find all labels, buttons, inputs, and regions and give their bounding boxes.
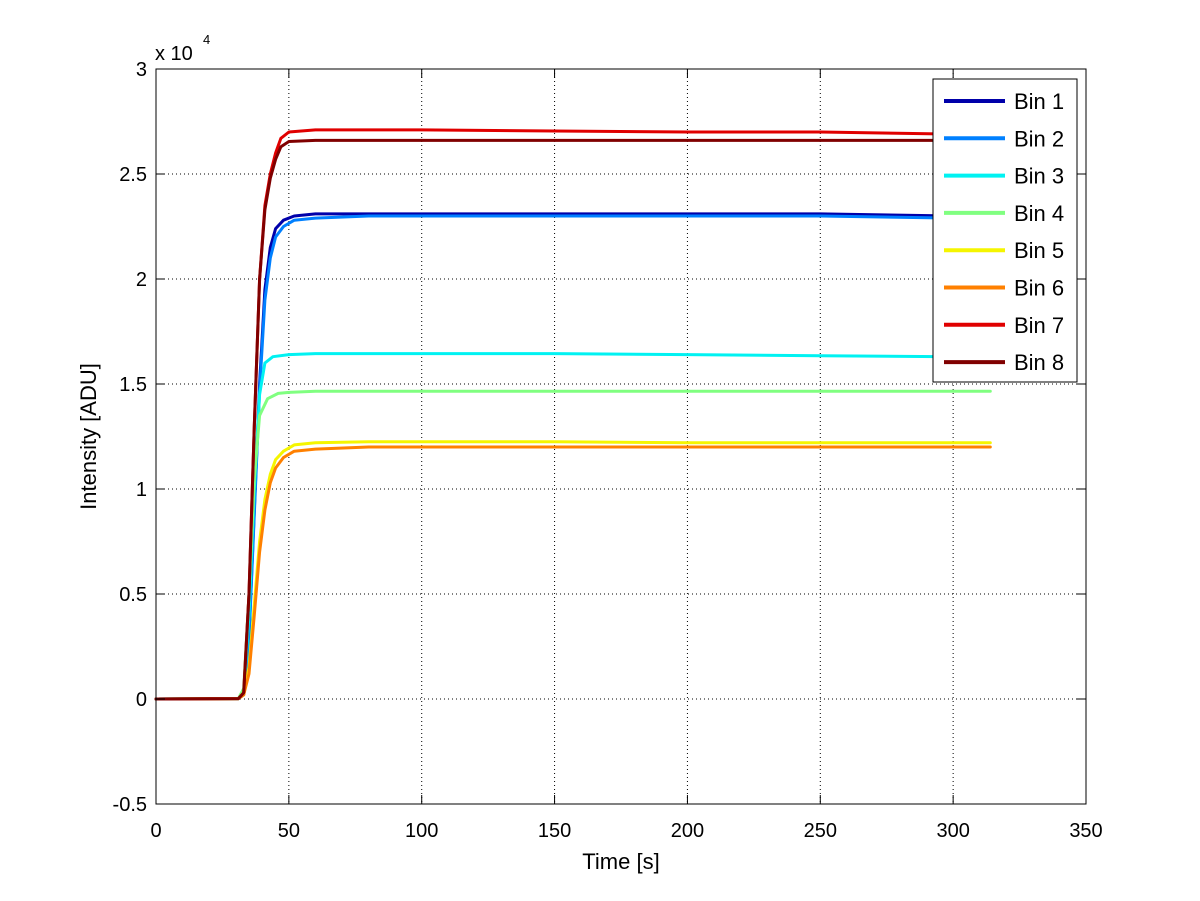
- y-multiplier-base: x 10: [155, 43, 193, 65]
- x-tick-label: 350: [1069, 820, 1102, 842]
- series-line: [154, 214, 992, 701]
- y-tick-label: 3: [136, 59, 147, 81]
- y-tick-label: 2.5: [119, 164, 147, 186]
- axis-ticks: [155, 68, 1087, 805]
- x-tick-label: 150: [538, 820, 571, 842]
- legend: Bin 1 Bin 2 Bin 3 Bin 4 Bin 5 Bin 6 Bin 7 Bin 8: [932, 78, 1078, 383]
- x-tick-label: 300: [936, 820, 969, 842]
- legend-label: Bin 6: [1014, 276, 1064, 301]
- x-tick-label: 200: [671, 820, 704, 842]
- x-tick-labels: 0 50 100 150 200 250 300 350: [150, 820, 1102, 842]
- series-line: [154, 138, 992, 701]
- series-layer: [154, 128, 992, 701]
- y-tick-labels: -0.5 0 0.5 1 1.5 2 2.5 3: [113, 59, 147, 816]
- series-line: [154, 445, 992, 701]
- legend-label: Bin 2: [1014, 126, 1064, 151]
- x-tick-label: 50: [278, 820, 300, 842]
- y-tick-label: 2: [136, 269, 147, 291]
- legend-box: [932, 78, 1078, 383]
- legend-label: Bin 4: [1014, 201, 1064, 226]
- x-tick-label: 0: [150, 820, 161, 842]
- legend-label: Bin 8: [1014, 350, 1064, 375]
- grid: [156, 69, 1086, 804]
- legend-label: Bin 7: [1014, 313, 1064, 338]
- legend-label: Bin 1: [1014, 89, 1064, 114]
- y-tick-label: 1.5: [119, 374, 147, 396]
- y-tick-label: 0: [136, 689, 147, 711]
- x-tick-label: 250: [804, 820, 837, 842]
- y-multiplier-exponent: 4: [203, 32, 210, 47]
- legend-items: Bin 1 Bin 2 Bin 3 Bin 4 Bin 5 Bin 6 Bin 7 Bin 8: [944, 89, 1064, 375]
- x-axis-label: Time [s]: [582, 849, 659, 874]
- y-axis-label: Intensity [ADU]: [76, 363, 101, 510]
- y-axis-multiplier: x 10 4: [155, 32, 210, 65]
- y-tick-label: 0.5: [119, 584, 147, 606]
- y-tick-label: 1: [136, 479, 147, 501]
- y-tick-label: -0.5: [113, 794, 147, 816]
- plot-frame: [155, 68, 1087, 805]
- x-tick-label: 100: [405, 820, 438, 842]
- legend-label: Bin 3: [1014, 164, 1064, 189]
- legend-label: Bin 5: [1014, 238, 1064, 263]
